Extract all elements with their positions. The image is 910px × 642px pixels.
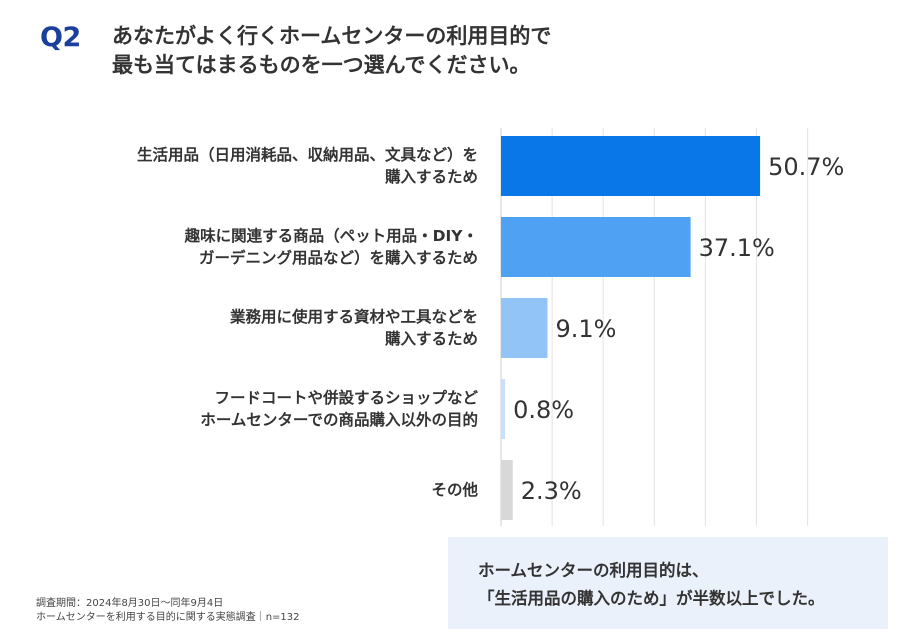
category-label-line: 趣味に関連する商品（ペット用品・DIY・	[184, 227, 478, 245]
value-label-4: 0.8%	[513, 396, 574, 424]
bars	[501, 136, 761, 520]
category-label-line: 生活用品（日用消耗品、収納用品、文具など）を	[136, 146, 478, 164]
category-label-line: フードコートや併設するショップなど	[214, 389, 478, 407]
category-label-line: ホームセンターでの商品購入以外の目的	[200, 411, 478, 429]
survey-title: ホームセンターを利用する目的に関する実態調査｜n=132	[36, 612, 300, 623]
bar-3	[501, 298, 548, 358]
category-label-line: その他	[431, 481, 478, 499]
bar-2	[501, 217, 691, 277]
category-label-line: 購入するため	[384, 168, 478, 186]
value-label-3: 9.1%	[556, 315, 617, 343]
category-label-line: ガーデニング用品など）を購入するため	[198, 249, 478, 267]
category-label-2: 趣味に関連する商品（ペット用品・DIY・ガーデニング用品など）を購入するため	[58, 225, 478, 269]
summary-line-2: 「生活用品の購入のため」が半数以上でした。	[478, 589, 825, 608]
value-labels: 50.7% 37.1% 9.1% 0.8% 2.3%	[513, 153, 844, 505]
summary-line-1: ホームセンターの利用目的は、	[478, 561, 709, 580]
value-label-1: 50.7%	[768, 153, 844, 181]
value-label-2: 37.1%	[699, 234, 775, 262]
category-label-line: 業務用に使用する資材や工具などを	[229, 308, 478, 326]
question-line-1: あなたがよく行くホームセンターの利用目的で	[112, 24, 552, 48]
category-label-3: 業務用に使用する資材や工具などを購入するため	[58, 306, 478, 350]
bar-4	[501, 379, 506, 439]
summary-box: ホームセンターの利用目的は、 「生活用品の購入のため」が半数以上でした。	[448, 537, 888, 629]
category-label-4: フードコートや併設するショップなどホームセンターでの商品購入以外の目的	[58, 387, 478, 431]
survey-note: 調査期間：2024年8月30日〜同年9月4日 ホームセンターを利用する目的に関す…	[36, 597, 300, 625]
survey-period: 調査期間：2024年8月30日〜同年9月4日	[36, 598, 224, 609]
question-text: あなたがよく行くホームセンターの利用目的で 最も当てはまるものを一つ選んでくださ…	[112, 22, 551, 80]
bar-1	[501, 136, 761, 196]
question-number: Q2	[40, 22, 81, 53]
category-label-line: 購入するため	[384, 330, 478, 348]
bar-5	[501, 460, 513, 520]
value-label-5: 2.3%	[521, 477, 582, 505]
question-line-2: 最も当てはまるものを一つ選んでください。	[112, 53, 531, 77]
category-label-5: その他	[58, 479, 478, 501]
category-label-1: 生活用品（日用消耗品、収納用品、文具など）を購入するため	[58, 144, 478, 188]
